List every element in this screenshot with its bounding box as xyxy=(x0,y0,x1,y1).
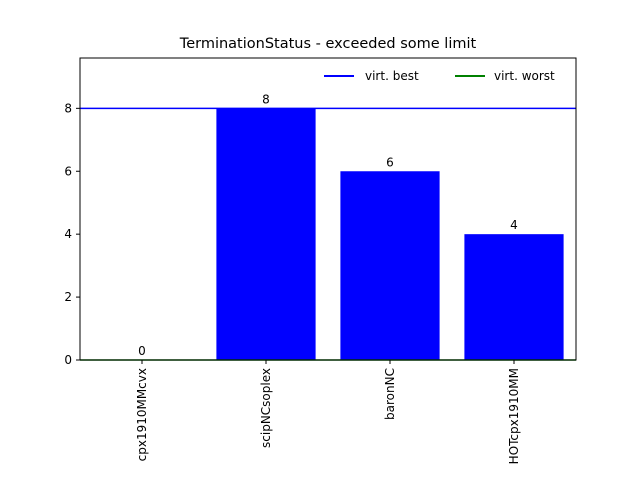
y-tick-label: 0 xyxy=(64,353,72,367)
legend-label: virt. worst xyxy=(494,69,555,83)
legend-label: virt. best xyxy=(365,69,419,83)
y-axis: 0 2 4 6 8 xyxy=(64,101,80,367)
y-tick-label: 8 xyxy=(64,101,72,115)
bar-baronNC xyxy=(340,171,440,360)
data-labels-layer: 0 8 6 4 xyxy=(138,92,518,358)
bars-layer xyxy=(216,108,564,360)
data-label-HOTcpx1910MM: 4 xyxy=(510,218,518,232)
x-tick-label: cpx1910MMcvx xyxy=(135,368,149,461)
y-tick-label: 4 xyxy=(64,227,72,241)
x-axis: cpx1910MMcvx scipNCsoplex baronNC HOTcpx191… xyxy=(135,360,521,464)
plot-area-frame xyxy=(79,57,577,361)
x-tick-label: baronNC xyxy=(383,368,397,420)
data-label-scipNCsoplex: 8 xyxy=(262,92,270,106)
bar-scipNCsoplex xyxy=(216,108,316,360)
data-label-cpx1910MMcvx: 0 xyxy=(138,344,146,358)
chart-title: TerminationStatus - exceeded some limit xyxy=(179,36,477,52)
y-tick-label: 2 xyxy=(64,290,72,304)
x-tick-label: scipNCsoplex xyxy=(259,368,273,448)
bar-HOTcpx1910MM xyxy=(464,234,564,360)
x-tick-label: HOTcpx1910MM xyxy=(507,368,521,464)
legend: virt. best virt. worst xyxy=(324,69,555,83)
data-label-baronNC: 6 xyxy=(386,155,394,169)
y-tick-label: 6 xyxy=(64,164,72,178)
